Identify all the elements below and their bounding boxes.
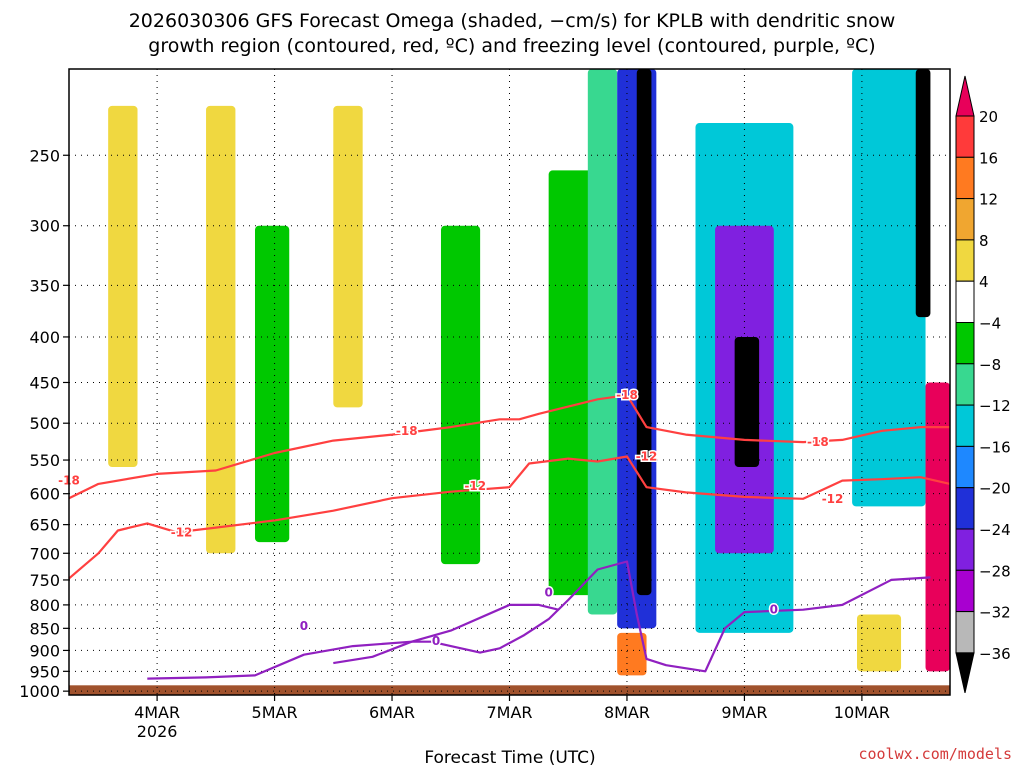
colorbar: 20 16 12 8 4 −4 −8 −12 −16 −20 −24 −28 −32 −36 [955, 75, 1011, 694]
omega-region [587, 69, 618, 615]
colorbar-tick-label: 16 [979, 149, 998, 167]
contour-label: -18 [807, 435, 829, 449]
colorbar-tick-label: −4 [979, 315, 1001, 333]
y-tick-label: 700 [29, 544, 60, 563]
grid [69, 69, 950, 695]
colorbar-swatch [955, 611, 975, 654]
colorbar-tick-label: −32 [979, 604, 1011, 622]
x-axis-label: Forecast Time (UTC) [424, 748, 595, 768]
contour-label: -18 [616, 388, 638, 402]
y-tick-label: 500 [29, 414, 60, 433]
colorbar-tick-label: −28 [979, 562, 1011, 580]
colorbar-tick-label: −36 [979, 645, 1011, 663]
omega-region [734, 336, 760, 468]
contour-line [68, 394, 950, 500]
y-axis: 250 300 350 400 450 500 550 600 650 700 750 800 850 9… [19, 146, 69, 701]
colorbar-swatch [955, 528, 975, 571]
omega-region [636, 69, 652, 596]
terrain [69, 685, 950, 695]
y-tick-label: 250 [29, 146, 60, 165]
colorbar-swatch [955, 115, 975, 158]
omega-shading [108, 69, 950, 676]
omega-region [915, 69, 931, 318]
y-tick-label: 350 [29, 276, 60, 295]
contour-label: 0 [300, 619, 308, 633]
contour-label: -12 [636, 450, 658, 464]
y-tick-label: 600 [29, 485, 60, 504]
x-tick-label: 10MAR [834, 703, 890, 722]
x-tick-label: 5MAR [252, 703, 298, 722]
contour-label: -12 [171, 525, 193, 539]
y-tick-label: 650 [29, 516, 60, 535]
colorbar-swatch [955, 198, 975, 241]
colorbar-tick-label: 12 [979, 191, 998, 209]
omega-region [206, 105, 236, 554]
colorbar-swatch [955, 156, 975, 200]
contour-label: -12 [822, 492, 844, 506]
y-tick-label: 300 [29, 217, 60, 236]
colorbar-swatch [955, 569, 975, 613]
contour-label: -12 [464, 479, 486, 493]
colorbar-tick-label: −12 [979, 397, 1011, 415]
colorbar-top-arrow [955, 75, 975, 117]
y-tick-label: 450 [29, 373, 60, 392]
contour-label: 0 [432, 634, 440, 648]
omega-region [254, 225, 290, 543]
colorbar-swatch [955, 239, 975, 282]
x-tick-label: 9MAR [721, 703, 767, 722]
colorbar-tick-label: −8 [979, 356, 1001, 374]
omega-region [617, 632, 647, 676]
colorbar-tick-label: 20 [979, 108, 998, 126]
omega-region [852, 69, 926, 507]
colorbar-swatch [955, 404, 975, 447]
colorbar-swatch [955, 322, 975, 365]
contour-line [333, 560, 931, 673]
colorbar-swatch [955, 487, 975, 530]
colorbar-tick-label: 4 [979, 273, 989, 291]
contour-label: 0 [544, 586, 552, 600]
contour-line [68, 455, 951, 580]
y-tick-label: 900 [29, 641, 60, 660]
colorbar-bottom-arrow [955, 652, 975, 694]
x-tick-label: 6MAR [369, 703, 415, 722]
x-tick-label: 8MAR [604, 703, 650, 722]
colorbar-tick-label: −20 [979, 480, 1011, 498]
colorbar-swatch [955, 363, 975, 406]
colorbar-swatch [955, 445, 975, 489]
x-tick-label: 7MAR [486, 703, 532, 722]
y-tick-label: 850 [29, 619, 60, 638]
colorbar-tick-label: −16 [979, 438, 1011, 456]
omega-region [925, 382, 950, 672]
contour-label: -18 [396, 424, 418, 438]
terrain-fill [69, 685, 950, 695]
y-tick-label: 750 [29, 571, 60, 590]
chart-title-line2: growth region (contoured, red, ºC) and f… [148, 35, 875, 57]
credit-text: coolwx.com/models [858, 745, 1012, 763]
omega-region [108, 105, 138, 468]
omega-region [440, 225, 481, 565]
y-tick-label: 950 [29, 662, 60, 681]
contour-line [147, 603, 559, 680]
colorbar-tick-label: −24 [979, 521, 1011, 539]
chart-title-line1: 2026030306 GFS Forecast Omega (shaded, −… [129, 10, 896, 32]
x-tick-sublabel: 2026 [137, 722, 178, 741]
omega-region [333, 105, 363, 408]
contour-label: 0 [770, 603, 778, 617]
y-tick-label: 400 [29, 328, 60, 347]
omega-region [857, 614, 902, 672]
colorbar-swatch [955, 280, 975, 324]
y-tick-label: 800 [29, 596, 60, 615]
y-tick-label: 1000 [19, 682, 60, 701]
x-tick-label: 4MAR [134, 703, 180, 722]
y-tick-label: 550 [29, 451, 60, 470]
colorbar-tick-label: 8 [979, 232, 989, 250]
